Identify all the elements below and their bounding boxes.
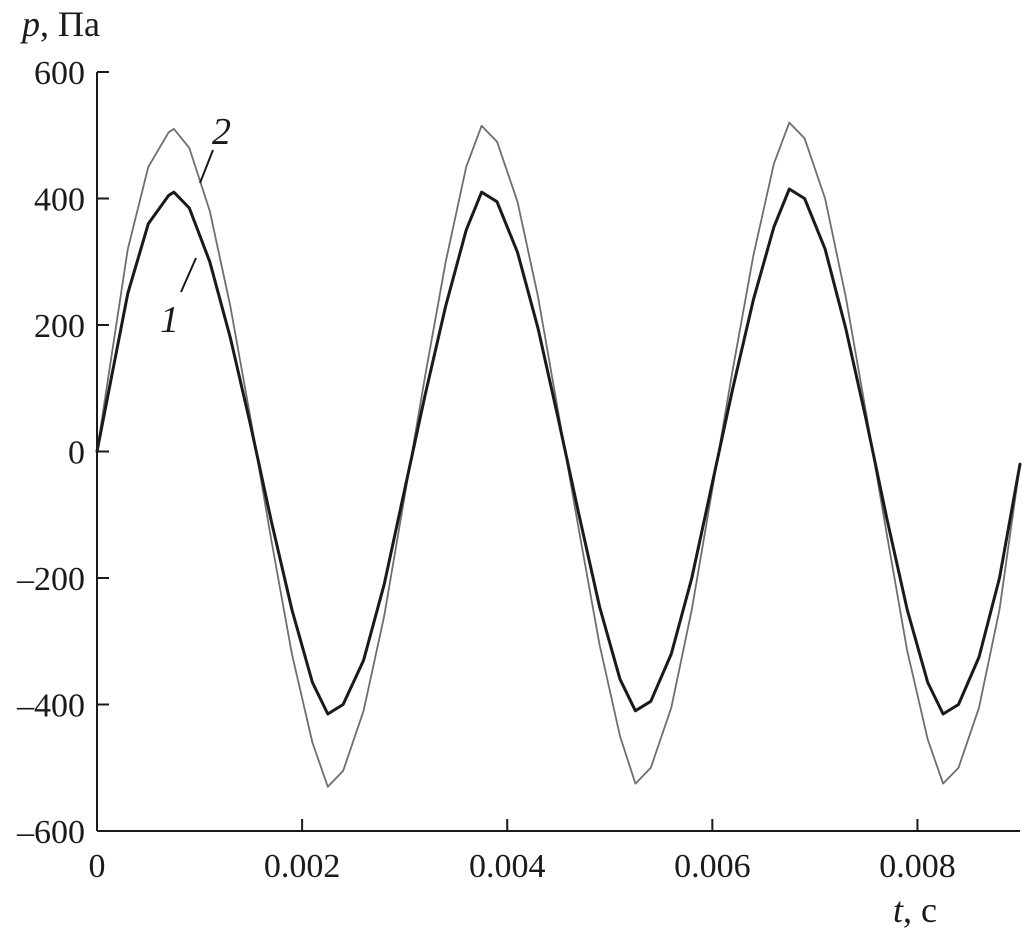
- series-1-label: 1: [160, 299, 179, 341]
- y-tick-label: –400: [16, 688, 85, 725]
- series-2-line: [96, 121, 1021, 788]
- y-tick-label: –200: [16, 561, 85, 598]
- y-axis-symbol: p: [19, 4, 40, 44]
- axes: [96, 72, 1020, 832]
- y-tick-label: 400: [34, 182, 85, 219]
- y-ticks: –600 –400 –200 0 200 400 600: [16, 55, 109, 851]
- y-tick-label: –600: [16, 814, 85, 851]
- y-axis-title: p, Па: [19, 4, 100, 44]
- x-axis-symbol: t: [893, 890, 904, 930]
- series-1-leader-line: [180, 257, 197, 293]
- x-tick-label: 0: [89, 848, 106, 885]
- y-axis-unit: , Па: [40, 4, 100, 44]
- x-tick-label: 0.006: [674, 848, 751, 885]
- x-ticks: 0 0.002 0.004 0.006 0.008: [89, 819, 956, 885]
- x-axis-unit: , с: [903, 890, 937, 930]
- y-tick-label: 600: [34, 55, 85, 92]
- series-1-line: [95, 187, 1022, 716]
- series-lines: [95, 121, 1022, 788]
- y-tick-label: 200: [34, 308, 85, 345]
- series-2-label: 2: [212, 111, 231, 153]
- x-axis-title: t, с: [893, 890, 937, 930]
- series-labels: 2 1: [160, 111, 231, 341]
- x-tick-label: 0.002: [264, 848, 341, 885]
- y-tick-label: 0: [68, 435, 85, 472]
- x-tick-label: 0.004: [469, 848, 546, 885]
- x-tick-label: 0.008: [879, 848, 956, 885]
- series-2-leader-line: [199, 149, 214, 184]
